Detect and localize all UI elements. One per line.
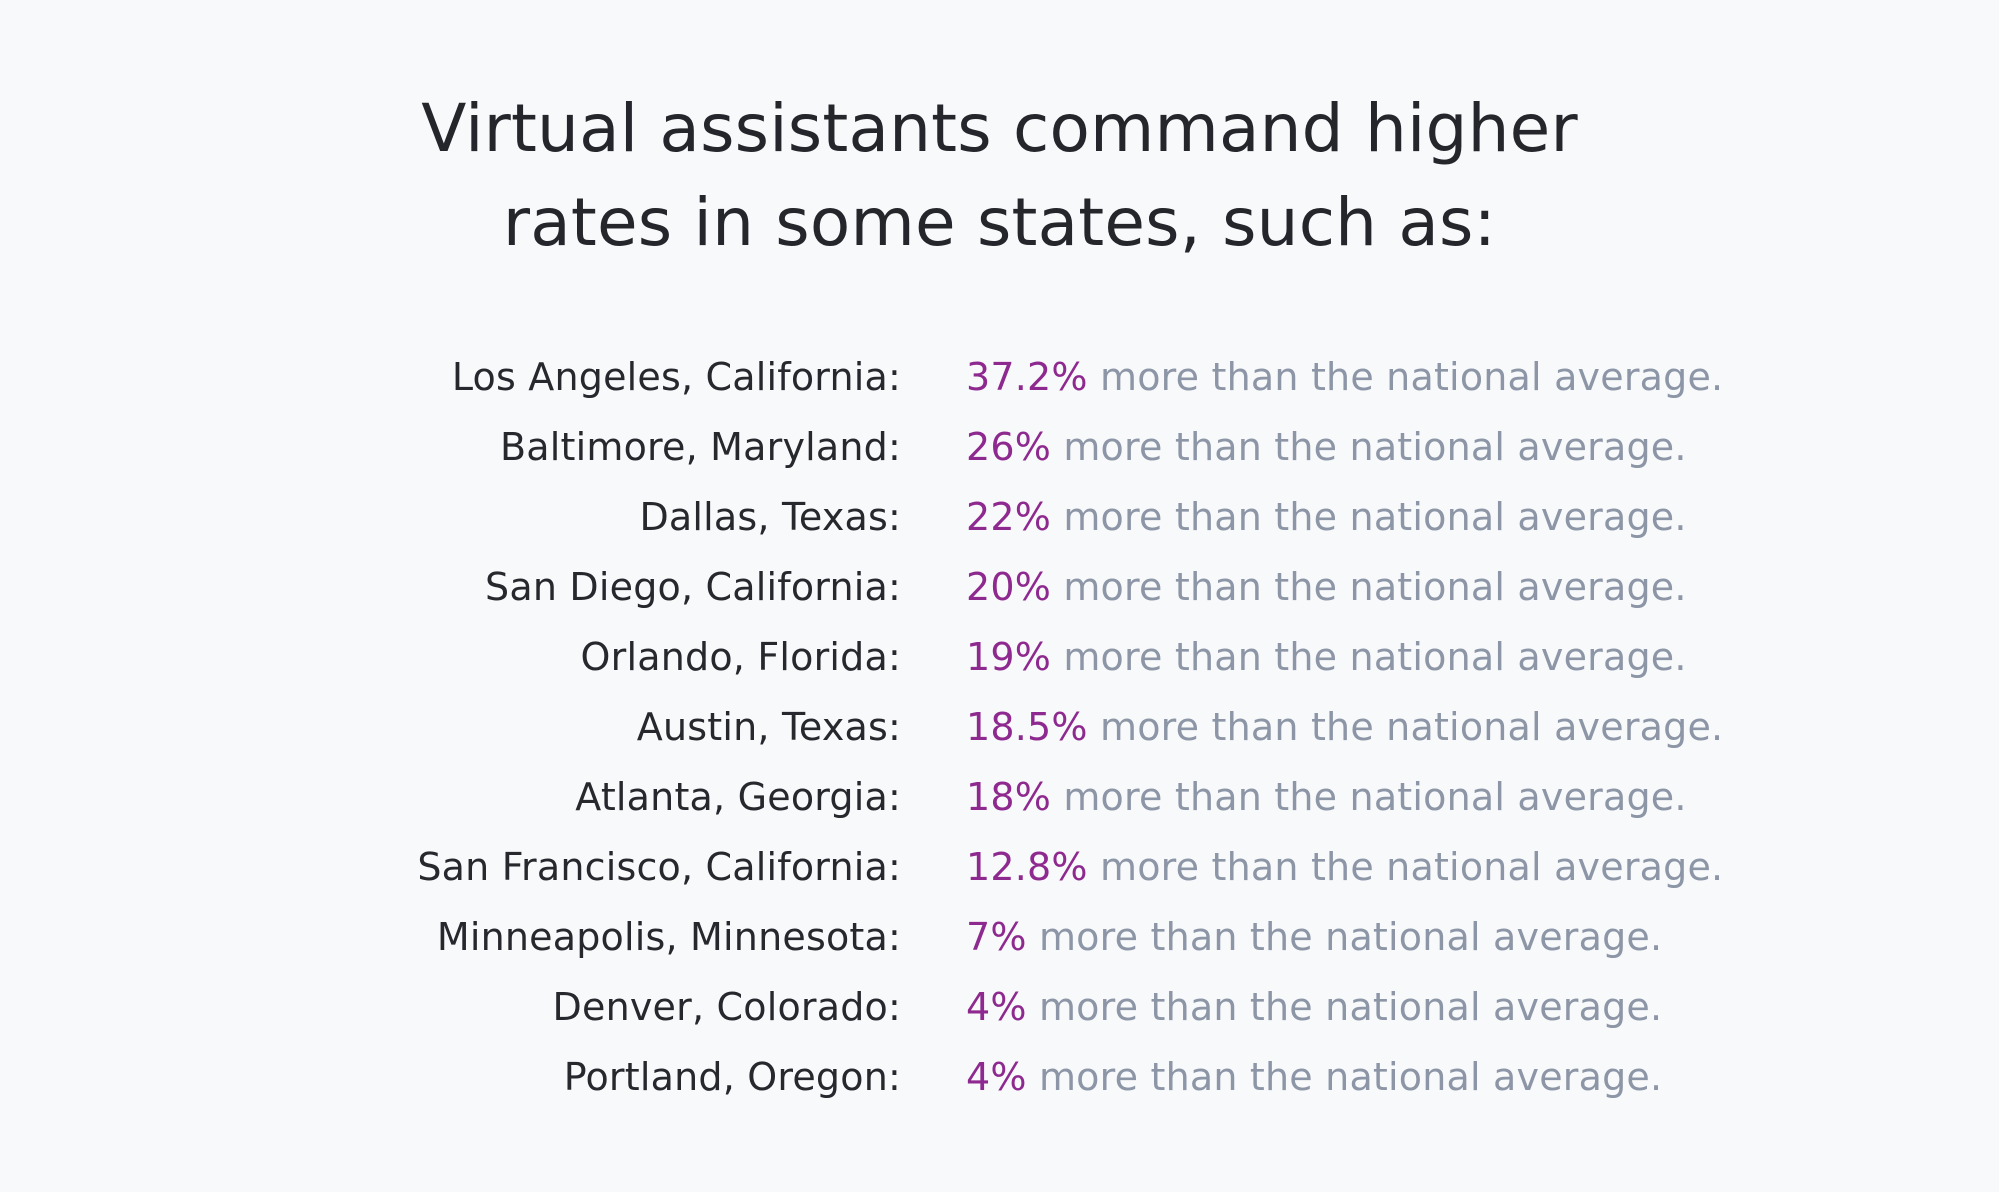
rate-description: more than the national average. <box>1038 985 1663 1029</box>
list-item: Portland, Oregon: 4% more than the natio… <box>0 1042 1999 1112</box>
rate-text: 19% more than the national average. <box>966 632 1687 682</box>
city-rate-list: Los Angeles, California: 37.2% more than… <box>0 342 1999 1112</box>
page-title: Virtual assistants command higher rates … <box>0 82 1999 270</box>
rate-description: more than the national average. <box>1100 705 1724 749</box>
rate-description: more than the national average. <box>1063 635 1687 679</box>
rate-percent: 37.2% <box>966 355 1088 399</box>
rate-percent: 12.8% <box>966 845 1088 889</box>
list-item: San Francisco, California: 12.8% more th… <box>0 832 1999 902</box>
rate-percent: 22% <box>966 495 1052 539</box>
rate-percent: 4% <box>966 1055 1027 1099</box>
list-item: San Diego, California: 20% more than the… <box>0 552 1999 622</box>
rate-text: 4% more than the national average. <box>966 1052 1662 1102</box>
rate-text: 26% more than the national average. <box>966 422 1687 472</box>
rate-percent: 18% <box>966 775 1052 819</box>
rate-percent: 18.5% <box>966 705 1088 749</box>
city-name: Minneapolis, Minnesota: <box>436 915 901 959</box>
rate-description: more than the national average. <box>1100 355 1724 399</box>
rate-text: 37.2% more than the national average. <box>966 352 1723 402</box>
list-item: Baltimore, Maryland: 26% more than the n… <box>0 412 1999 482</box>
rate-description: more than the national average. <box>1063 565 1687 609</box>
rate-text: 7% more than the national average. <box>966 912 1662 962</box>
city-name: Austin, Texas: <box>636 705 901 749</box>
city-name: Orlando, Florida: <box>580 635 901 679</box>
rate-description: more than the national average. <box>1063 425 1687 469</box>
list-item: Denver, Colorado: 4% more than the natio… <box>0 972 1999 1042</box>
city-name: Portland, Oregon: <box>563 1055 901 1099</box>
rate-description: more than the national average. <box>1063 775 1687 819</box>
rate-percent: 20% <box>966 565 1052 609</box>
rate-percent: 19% <box>966 635 1052 679</box>
rate-description: more than the national average. <box>1100 845 1724 889</box>
city-name: Dallas, Texas: <box>639 495 901 539</box>
city-name: Atlanta, Georgia: <box>575 775 901 819</box>
city-name: Denver, Colorado: <box>552 985 901 1029</box>
rate-percent: 4% <box>966 985 1027 1029</box>
city-name: Los Angeles, California: <box>451 355 901 399</box>
list-item: Austin, Texas: 18.5% more than the natio… <box>0 692 1999 762</box>
list-item: Dallas, Texas: 22% more than the nationa… <box>0 482 1999 552</box>
title-line: Virtual assistants command higher <box>421 90 1578 167</box>
rate-description: more than the national average. <box>1038 915 1663 959</box>
list-item: Orlando, Florida: 19% more than the nati… <box>0 622 1999 692</box>
rate-description: more than the national average. <box>1063 495 1687 539</box>
list-item: Atlanta, Georgia: 18% more than the nati… <box>0 762 1999 832</box>
city-name: San Diego, California: <box>485 565 901 609</box>
rate-text: 4% more than the national average. <box>966 982 1662 1032</box>
city-name: Baltimore, Maryland: <box>500 425 901 469</box>
rate-text: 12.8% more than the national average. <box>966 842 1723 892</box>
rate-text: 18% more than the national average. <box>966 772 1687 822</box>
rate-text: 20% more than the national average. <box>966 562 1687 612</box>
title-line: rates in some states, such as: <box>502 184 1497 261</box>
rate-text: 22% more than the national average. <box>966 492 1687 542</box>
list-item: Los Angeles, California: 37.2% more than… <box>0 342 1999 412</box>
rate-description: more than the national average. <box>1038 1055 1663 1099</box>
rate-text: 18.5% more than the national average. <box>966 702 1723 752</box>
city-name: San Francisco, California: <box>417 845 901 889</box>
rate-percent: 26% <box>966 425 1052 469</box>
list-item: Minneapolis, Minnesota: 7% more than the… <box>0 902 1999 972</box>
rate-percent: 7% <box>966 915 1027 959</box>
